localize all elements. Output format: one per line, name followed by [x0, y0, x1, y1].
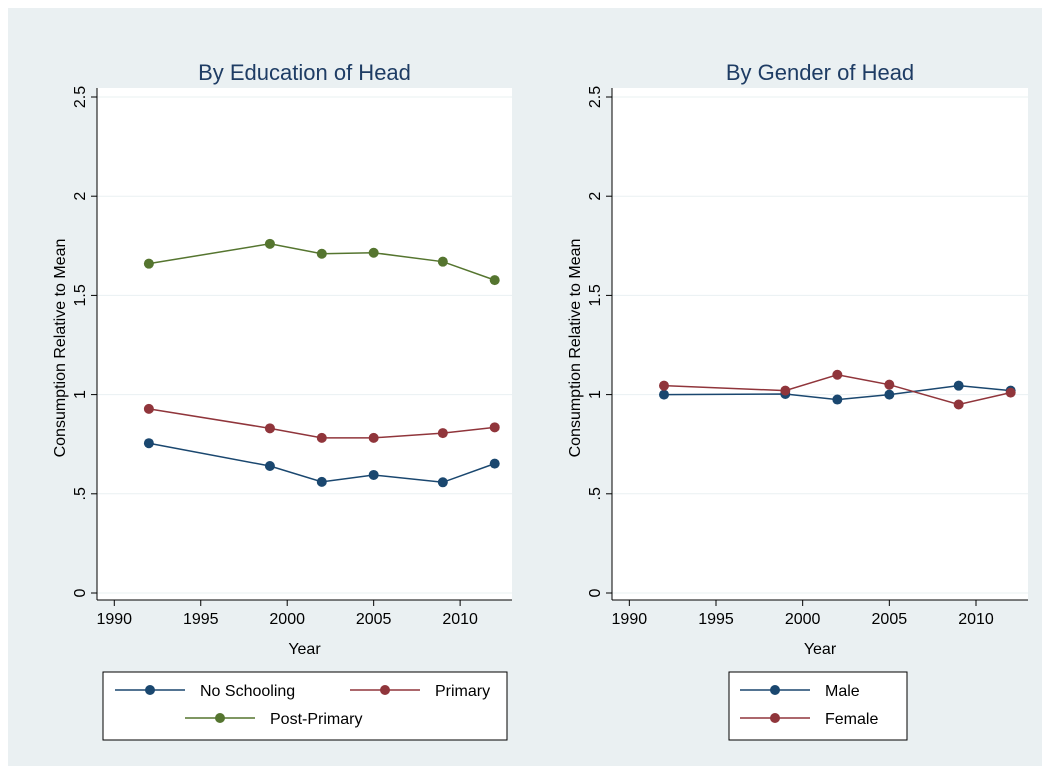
- y-tick-label: 2.5: [587, 86, 604, 108]
- legend-box: [728, 671, 908, 741]
- y-tick-label: .5: [72, 487, 89, 500]
- y-tick-label: 1.5: [587, 284, 604, 306]
- data-point: [659, 380, 669, 391]
- legend-label: Post-Primary: [270, 711, 362, 728]
- data-point: [489, 275, 500, 286]
- data-point: [832, 369, 843, 380]
- legend-marker: [145, 685, 155, 695]
- data-point: [316, 248, 327, 259]
- data-point: [316, 476, 327, 487]
- data-point: [264, 423, 275, 434]
- legend-box: [102, 671, 508, 741]
- data-point: [368, 247, 379, 258]
- series-line: [663, 384, 1011, 401]
- x-tick-label: 1995: [183, 611, 219, 628]
- x-tick-label: 2010: [442, 611, 478, 628]
- series-line: [148, 408, 495, 439]
- x-tick-label: 2000: [269, 611, 305, 628]
- plot-region: [612, 88, 1028, 600]
- data-point: [316, 432, 327, 443]
- x-tick-label: 2010: [958, 611, 994, 628]
- legend-label: Male: [825, 683, 860, 700]
- y-tick-label: 1: [72, 390, 89, 399]
- series-line: [148, 243, 495, 281]
- x-tick-label: 1990: [612, 611, 648, 628]
- data-point: [953, 399, 964, 410]
- y-tick-label: 1.5: [72, 284, 89, 306]
- series-line: [663, 373, 1011, 406]
- data-point: [143, 258, 154, 269]
- y-tick-label: 2.5: [72, 86, 89, 108]
- legend-marker: [770, 685, 780, 695]
- data-point: [437, 256, 448, 267]
- data-point: [659, 389, 669, 400]
- data-point: [264, 461, 275, 472]
- x-tick-label: 1990: [96, 611, 132, 628]
- y-tick-label: 0: [587, 588, 604, 597]
- y-axis-title: Consumption Relative to Mean: [52, 239, 69, 458]
- data-point: [368, 432, 379, 443]
- y-tick-label: 2: [72, 192, 89, 201]
- legend-marker: [380, 685, 390, 695]
- legend-marker: [215, 713, 225, 723]
- data-point: [884, 379, 895, 390]
- data-point: [264, 238, 275, 249]
- x-tick-label: 2005: [356, 611, 392, 628]
- data-point: [953, 380, 964, 391]
- data-point: [489, 422, 500, 433]
- plot-region: [97, 88, 512, 600]
- x-axis-title: Year: [804, 641, 837, 658]
- x-tick-label: 2000: [785, 611, 821, 628]
- y-tick-label: 2: [587, 192, 604, 201]
- data-point: [437, 428, 448, 439]
- x-axis-title: Year: [288, 641, 321, 658]
- x-tick-label: 2005: [872, 611, 908, 628]
- data-point: [143, 438, 154, 449]
- y-tick-label: 1: [587, 390, 604, 399]
- data-point: [368, 469, 379, 480]
- y-tick-label: .5: [587, 487, 604, 500]
- legend-marker: [770, 713, 780, 723]
- chart-title: By Education of Head: [198, 60, 411, 85]
- y-tick-label: 0: [72, 588, 89, 597]
- data-point: [780, 385, 791, 396]
- data-point: [1005, 387, 1016, 398]
- chart-title: By Gender of Head: [726, 60, 914, 85]
- y-axis-title: Consumption Relative to Mean: [567, 239, 584, 458]
- legend-label: Female: [825, 711, 878, 728]
- data-point: [437, 477, 448, 488]
- x-tick-label: 1995: [698, 611, 734, 628]
- legend-label: No Schooling: [200, 683, 295, 700]
- data-point: [884, 389, 895, 400]
- data-point: [143, 403, 154, 414]
- legend-label: Primary: [435, 683, 490, 700]
- data-point: [832, 394, 843, 405]
- data-point: [489, 458, 500, 469]
- series-line: [148, 442, 495, 484]
